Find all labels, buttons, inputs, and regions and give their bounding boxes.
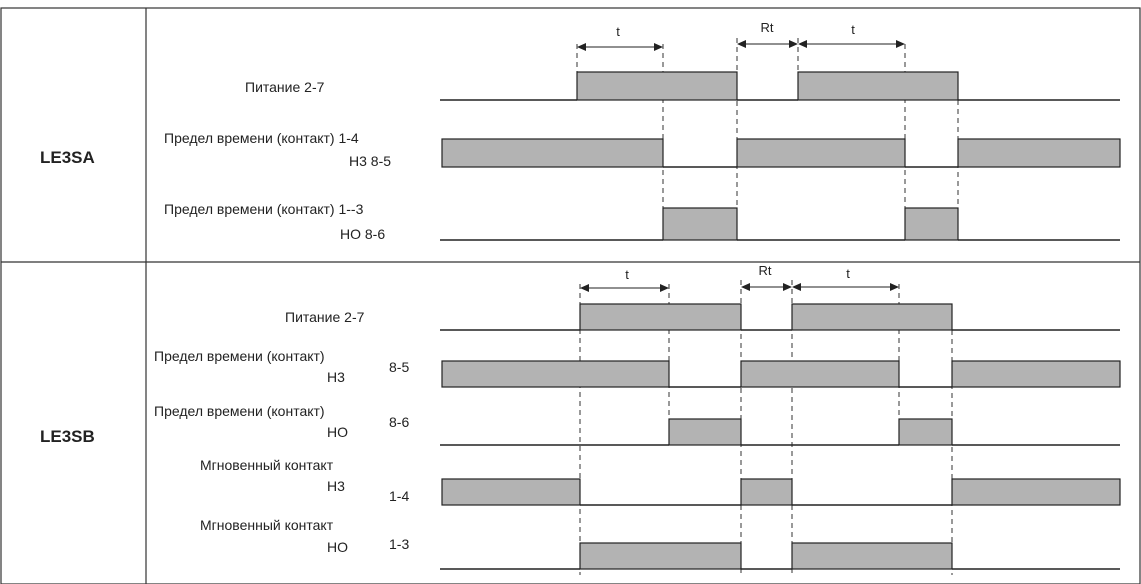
signal-label-inst-nc-title: Мгновенный контакт (200, 457, 334, 473)
table-frame (0, 7, 1141, 584)
signal-instant-no-trace (440, 542, 1120, 570)
signal-label-nc-pins: Н3 8-5 (349, 153, 391, 169)
signal-nc-trace (441, 138, 1121, 168)
signal-power-trace (440, 71, 1120, 101)
span-label: t (616, 24, 620, 39)
signal-label-nc-pins: 8-5 (389, 359, 409, 375)
signal-label-no-pins: НО 8-6 (340, 226, 385, 242)
signal-instant-nc-trace (441, 478, 1121, 506)
signal-label-nc-title: Предел времени (контакт) 1-4 (164, 130, 359, 146)
signal-label-power: Питание 2-7 (285, 309, 365, 325)
signal-label-inst-nc-type: Н3 (327, 478, 345, 494)
signal-label-nc-title: Предел времени (контакт) (154, 348, 325, 364)
section-le3sb: LE3SB Питание 2-7 Предел времени (контак… (40, 263, 1121, 575)
signal-no-trace (440, 207, 1120, 241)
span-arrow-t1: t (577, 24, 663, 51)
span-arrow-rt: Rt (737, 20, 798, 48)
model-name: LE3SB (40, 427, 95, 446)
span-label: Rt (759, 263, 772, 278)
signal-label-nc-type: Н3 (327, 369, 345, 385)
signal-label-no-title: Предел времени (контакт) (154, 403, 325, 419)
span-label: Rt (761, 20, 774, 35)
signal-power-trace (440, 303, 1120, 331)
span-arrow-t2: t (792, 266, 899, 291)
model-name: LE3SA (40, 148, 95, 167)
signal-nc-trace (441, 360, 1121, 388)
signal-label-power: Питание 2-7 (245, 79, 325, 95)
signal-label-inst-nc-pins: 1-4 (389, 488, 409, 504)
signal-label-inst-no-title: Мгновенный контакт (200, 517, 334, 533)
outer-border (0, 7, 1141, 584)
span-label: t (851, 22, 855, 37)
signal-label-no-type: НО (327, 424, 348, 440)
signal-label-no-title: Предел времени (контакт) 1--3 (164, 201, 364, 217)
span-label: t (846, 266, 850, 281)
signal-no-trace (440, 418, 1120, 446)
span-arrow-rt: Rt (741, 263, 792, 291)
signal-label-no-pins: 8-6 (389, 414, 409, 430)
section-le3sa: LE3SA Питание 2-7 Предел времени (контак… (40, 20, 1121, 242)
span-arrow-t1: t (580, 267, 669, 292)
span-label: t (625, 267, 629, 282)
signal-label-inst-no-pins: 1-3 (389, 536, 409, 552)
signal-label-inst-no-type: НО (327, 539, 348, 555)
span-arrow-t2: t (798, 22, 905, 48)
